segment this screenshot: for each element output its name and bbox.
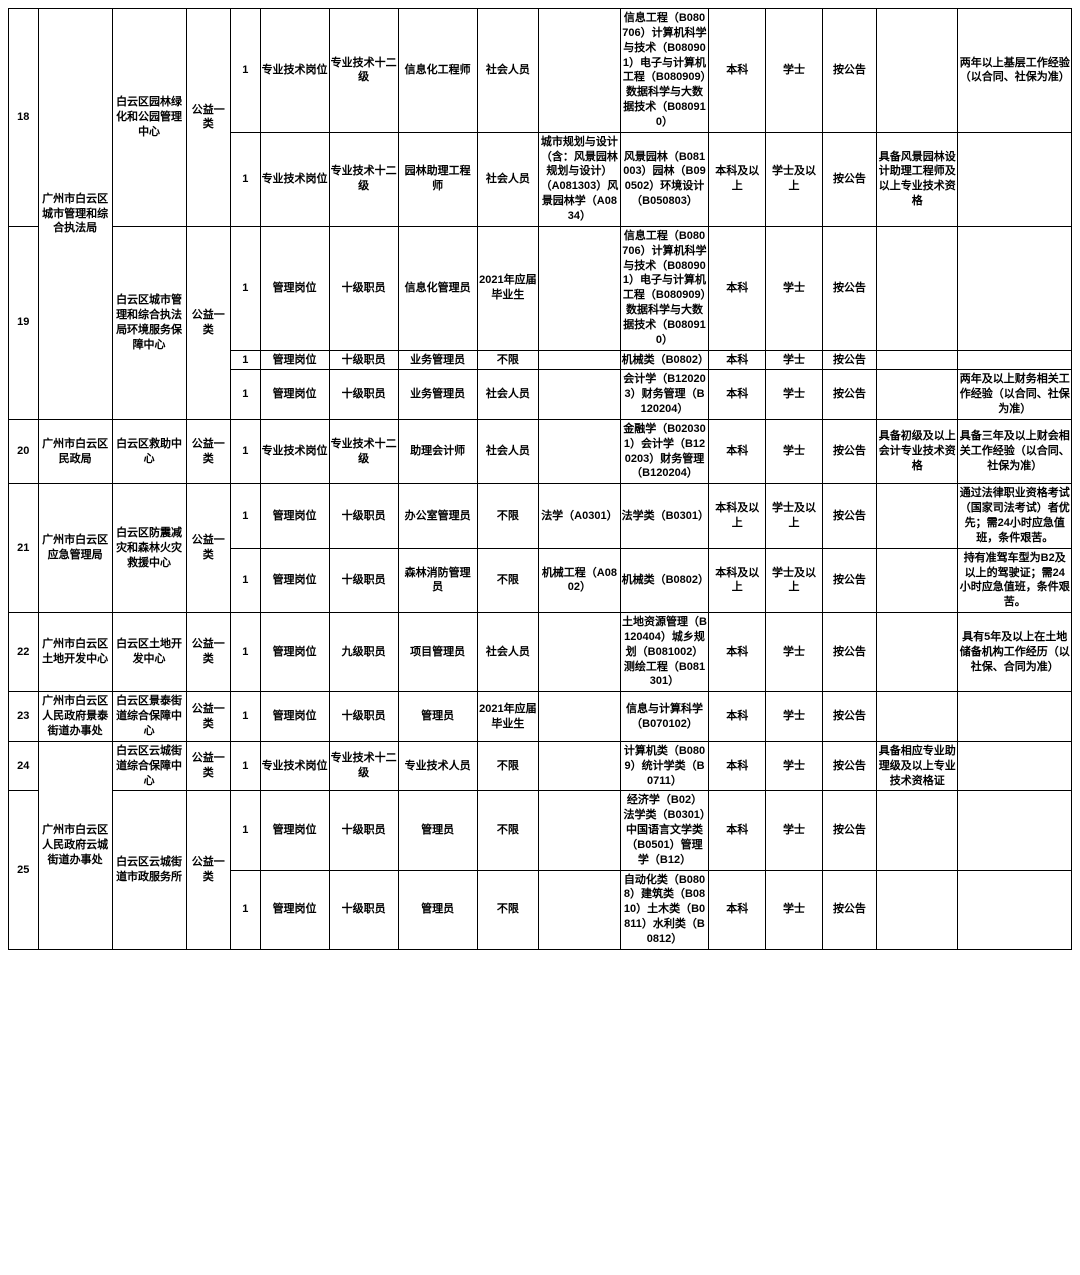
cat-cell: 公益一类 — [186, 741, 230, 791]
table-row: 19 白云区城市管理和综合执法局环境服务保障中心 公益一类 1 管理岗位 十级职… — [9, 226, 1072, 350]
dept-cell: 广州市白云区城市管理和综合执法局 — [38, 9, 112, 420]
dept-cell: 广州市白云区土地开发中心 — [38, 613, 112, 692]
table-row: 21 广州市白云区应急管理局 白云区防震减灾和森林火灾救援中心 公益一类 1 管… — [9, 484, 1072, 548]
dept-cell: 广州市白云区应急管理局 — [38, 484, 112, 613]
cat-cell: 公益一类 — [186, 9, 230, 227]
unit-cell: 白云区云城街道综合保障中心 — [112, 741, 186, 791]
unit-cell: 白云区土地开发中心 — [112, 613, 186, 692]
table-row: 23 广州市白云区人民政府景泰街道办事处 白云区景泰街道综合保障中心 公益一类 … — [9, 692, 1072, 742]
cat-cell: 公益一类 — [186, 613, 230, 692]
table-row: 22 广州市白云区土地开发中心 白云区土地开发中心 公益一类 1 管理岗位 九级… — [9, 613, 1072, 692]
dept-cell: 广州市白云区人民政府景泰街道办事处 — [38, 692, 112, 742]
unit-cell: 白云区云城街道市政服务所 — [112, 791, 186, 949]
idx-cell: 22 — [9, 613, 39, 692]
unit-cell: 白云区园林绿化和公园管理中心 — [112, 9, 186, 227]
idx-cell: 20 — [9, 419, 39, 483]
table-row: 20 广州市白云区民政局 白云区救助中心 公益一类 1 专业技术岗位 专业技术十… — [9, 419, 1072, 483]
table-row: 18 广州市白云区城市管理和综合执法局 白云区园林绿化和公园管理中心 公益一类 … — [9, 9, 1072, 133]
cat-cell: 公益一类 — [186, 692, 230, 742]
count-cell: 1 — [230, 9, 260, 133]
unit-cell: 白云区景泰街道综合保障中心 — [112, 692, 186, 742]
idx-cell: 25 — [9, 791, 39, 949]
idx-cell: 24 — [9, 741, 39, 791]
dept-cell: 广州市白云区人民政府云城街道办事处 — [38, 741, 112, 949]
cat-cell: 公益一类 — [186, 226, 230, 419]
table-row: 25 白云区云城街道市政服务所 公益一类 1 管理岗位 十级职员 管理员 不限 … — [9, 791, 1072, 870]
cat-cell: 公益一类 — [186, 484, 230, 613]
idx-cell: 19 — [9, 226, 39, 419]
cat-cell: 公益一类 — [186, 791, 230, 949]
idx-cell: 23 — [9, 692, 39, 742]
unit-cell: 白云区城市管理和综合执法局环境服务保障中心 — [112, 226, 186, 419]
dept-cell: 广州市白云区民政局 — [38, 419, 112, 483]
unit-cell: 白云区防震减灾和森林火灾救援中心 — [112, 484, 186, 613]
unit-cell: 白云区救助中心 — [112, 419, 186, 483]
idx-cell: 18 — [9, 9, 39, 227]
idx-cell: 21 — [9, 484, 39, 613]
cat-cell: 公益一类 — [186, 419, 230, 483]
table-row: 24 广州市白云区人民政府云城街道办事处 白云区云城街道综合保障中心 公益一类 … — [9, 741, 1072, 791]
recruitment-table: 18 广州市白云区城市管理和综合执法局 白云区园林绿化和公园管理中心 公益一类 … — [8, 8, 1072, 950]
